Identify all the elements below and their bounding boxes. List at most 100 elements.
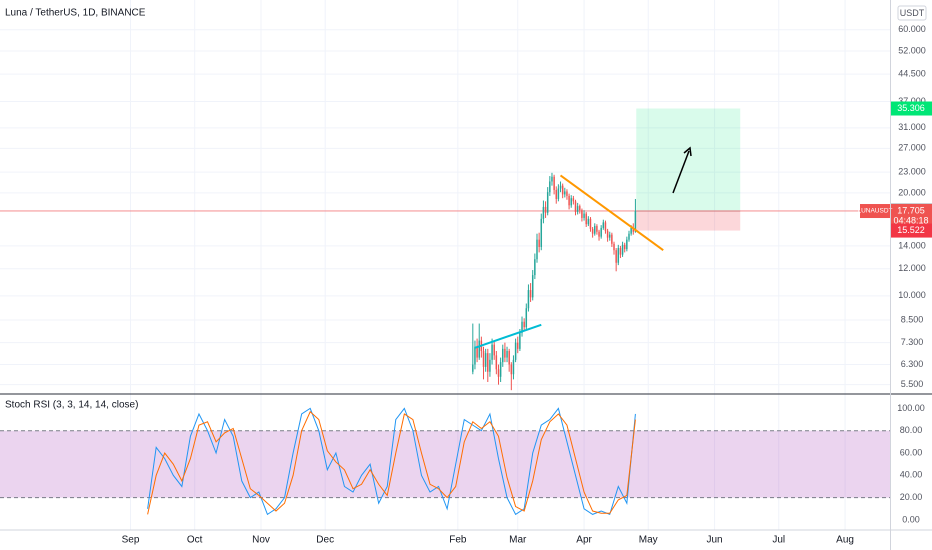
candle-body bbox=[634, 211, 637, 232]
arrow-head bbox=[683, 146, 692, 157]
candle-body bbox=[589, 218, 592, 229]
candle-body bbox=[544, 206, 547, 213]
countdown-label: 04:48:18 bbox=[893, 215, 928, 225]
target-price-label-box bbox=[891, 101, 932, 116]
candle-body bbox=[628, 233, 630, 240]
candle-body bbox=[499, 362, 502, 377]
currency-label: USDT bbox=[900, 8, 925, 18]
candle-body bbox=[487, 353, 489, 372]
candle-body bbox=[591, 228, 594, 234]
candle-body bbox=[523, 321, 525, 328]
x-tick-label: Apr bbox=[576, 535, 592, 546]
candle-body bbox=[581, 210, 583, 218]
indicator-line bbox=[147, 410, 636, 515]
trendline bbox=[559, 174, 664, 252]
y-tick-label: 8.500 bbox=[901, 314, 924, 324]
candle-body bbox=[559, 185, 562, 189]
candle-body bbox=[583, 213, 585, 218]
candle-body bbox=[561, 185, 564, 195]
stop-zone bbox=[636, 211, 741, 231]
candle-body bbox=[508, 350, 510, 365]
candle-body bbox=[484, 353, 487, 367]
candle-body bbox=[512, 359, 515, 375]
candle-body bbox=[587, 218, 590, 225]
candle-body bbox=[572, 198, 575, 202]
symbol-tag-box bbox=[860, 204, 890, 219]
candle-body bbox=[632, 227, 635, 232]
y-tick-label: 40.00 bbox=[900, 470, 923, 480]
last-price-label: 17.705 bbox=[897, 205, 925, 215]
symbol-title: Luna / TetherUS, 1D, BINANCE bbox=[5, 8, 146, 19]
y-tick-label: 44.500 bbox=[898, 69, 926, 79]
candle-body bbox=[576, 206, 579, 212]
candle-body bbox=[497, 369, 500, 377]
candle-body bbox=[608, 234, 611, 238]
candle-body bbox=[516, 342, 519, 349]
candle-body bbox=[506, 350, 508, 358]
x-tick-label: Oct bbox=[187, 535, 203, 546]
x-tick-label: Nov bbox=[252, 535, 270, 546]
candle-body bbox=[474, 346, 476, 365]
indicator-line bbox=[147, 407, 636, 516]
candle-body bbox=[615, 250, 617, 263]
candle-body bbox=[551, 176, 553, 182]
y-tick-label: 5.500 bbox=[901, 379, 924, 389]
candle-body bbox=[602, 222, 605, 228]
candle-body bbox=[553, 176, 555, 190]
arrow-shaft bbox=[672, 150, 690, 194]
y-tick-label: 20.00 bbox=[900, 492, 923, 502]
candle-body bbox=[566, 191, 568, 196]
candle-body bbox=[596, 226, 598, 232]
indicator-title: Stoch RSI (3, 3, 14, 14, close) bbox=[5, 400, 138, 411]
candle-body bbox=[493, 344, 495, 356]
y-tick-label: 31.000 bbox=[898, 122, 926, 132]
candle-body bbox=[626, 239, 628, 250]
candle-body bbox=[504, 348, 506, 358]
x-tick-label: Feb bbox=[449, 535, 467, 546]
candle-body bbox=[557, 188, 560, 199]
candle-body bbox=[600, 227, 602, 237]
y-tick-label: 100.00 bbox=[897, 403, 925, 413]
y-tick-label: 37.000 bbox=[898, 96, 926, 106]
candle-body bbox=[491, 344, 493, 360]
y-tick-label: 80.00 bbox=[900, 425, 923, 435]
candle-body bbox=[568, 195, 570, 206]
y-tick-label: 6.300 bbox=[901, 359, 924, 369]
y-tick-label: 60.00 bbox=[900, 447, 923, 457]
band-fill bbox=[0, 430, 890, 498]
x-tick-label: Jun bbox=[707, 535, 723, 546]
candle-body bbox=[472, 364, 474, 372]
candle-body bbox=[540, 218, 543, 247]
candle-body bbox=[594, 226, 596, 234]
y-tick-label: 60.000 bbox=[898, 24, 926, 34]
candle-body bbox=[542, 206, 545, 219]
stop-price-label: 15.522 bbox=[897, 225, 925, 235]
candle-body bbox=[570, 198, 572, 206]
candle-body bbox=[579, 206, 581, 211]
y-tick-label: 27.000 bbox=[898, 143, 926, 153]
x-tick-label: Jul bbox=[772, 535, 785, 546]
candle-body bbox=[613, 243, 615, 251]
candle-body bbox=[527, 290, 530, 309]
y-tick-label: 7.300 bbox=[901, 337, 924, 347]
x-tick-label: Aug bbox=[836, 535, 854, 546]
x-tick-label: Mar bbox=[509, 535, 527, 546]
arrow-drawing bbox=[672, 146, 692, 194]
candle-body bbox=[502, 348, 504, 363]
candle-body bbox=[604, 222, 607, 231]
candle-body bbox=[621, 244, 624, 255]
candle-body bbox=[598, 231, 600, 237]
y-tick-label: 12.000 bbox=[898, 263, 926, 273]
candle-body bbox=[510, 364, 513, 375]
candle-body bbox=[538, 239, 540, 247]
candle-body bbox=[482, 350, 485, 367]
candle-body bbox=[546, 192, 549, 213]
candle-body bbox=[630, 227, 632, 234]
candle-body bbox=[574, 201, 577, 212]
currency-box[interactable] bbox=[897, 5, 927, 21]
y-tick-label: 20.000 bbox=[898, 187, 926, 197]
candle-body bbox=[476, 346, 478, 358]
candle-body bbox=[531, 275, 534, 298]
